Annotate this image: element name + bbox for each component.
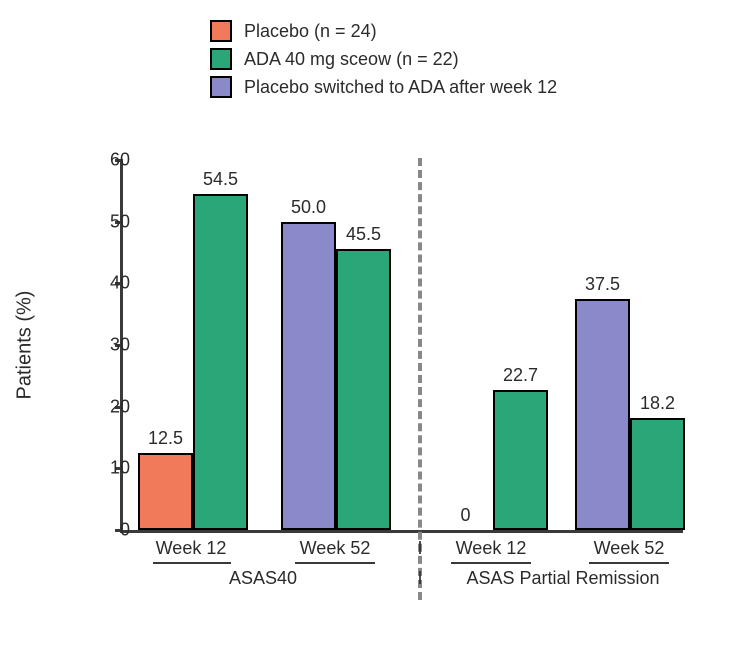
y-tick-label: 60 xyxy=(80,150,130,171)
legend-label: ADA 40 mg sceow (n = 22) xyxy=(244,49,459,70)
legend-label: Placebo (n = 24) xyxy=(244,21,377,42)
legend-swatch xyxy=(210,20,232,42)
bar-value-label: 22.7 xyxy=(503,365,538,386)
y-tick-label: 50 xyxy=(80,211,130,232)
x-group-underline xyxy=(589,562,669,564)
y-tick-label: 40 xyxy=(80,273,130,294)
x-group-label: Week 12 xyxy=(156,538,227,559)
divider-marker: I xyxy=(417,538,422,559)
bar-value-label: 18.2 xyxy=(640,393,675,414)
bar xyxy=(493,390,548,530)
x-group-label: Week 52 xyxy=(594,538,665,559)
bar xyxy=(138,453,193,530)
legend-item: Placebo switched to ADA after week 12 xyxy=(210,76,557,98)
legend-swatch xyxy=(210,76,232,98)
bar-value-label: 12.5 xyxy=(148,428,183,449)
y-tick-label: 30 xyxy=(80,335,130,356)
bar-value-label: 37.5 xyxy=(585,274,620,295)
legend: Placebo (n = 24) ADA 40 mg sceow (n = 22… xyxy=(210,20,557,104)
x-group-label: Week 12 xyxy=(456,538,527,559)
x-section-label: ASAS40 xyxy=(229,568,297,589)
y-tick-label: 10 xyxy=(80,458,130,479)
plot-area: 12.554.550.045.5022.737.518.2Week 12Week… xyxy=(120,160,683,533)
chart-container: Placebo (n = 24) ADA 40 mg sceow (n = 22… xyxy=(0,0,735,648)
y-tick-label: 20 xyxy=(80,396,130,417)
x-group-underline xyxy=(153,562,231,564)
x-group-underline xyxy=(295,562,375,564)
y-tick-label: 0 xyxy=(80,520,130,541)
bar xyxy=(281,222,336,530)
bar xyxy=(575,299,630,530)
x-section-label: ASAS Partial Remission xyxy=(466,568,659,589)
bar-value-label: 50.0 xyxy=(291,197,326,218)
y-axis-title: Patients (%) xyxy=(14,291,37,400)
bar-value-label: 54.5 xyxy=(203,169,238,190)
legend-label: Placebo switched to ADA after week 12 xyxy=(244,77,557,98)
bar xyxy=(630,418,685,530)
divider-marker: I xyxy=(417,568,422,589)
bar-value-label: 0 xyxy=(460,505,470,526)
bar xyxy=(193,194,248,530)
legend-swatch xyxy=(210,48,232,70)
legend-item: ADA 40 mg sceow (n = 22) xyxy=(210,48,557,70)
bar xyxy=(336,249,391,530)
x-group-label: Week 52 xyxy=(300,538,371,559)
bar-value-label: 45.5 xyxy=(346,224,381,245)
x-group-underline xyxy=(451,562,531,564)
legend-item: Placebo (n = 24) xyxy=(210,20,557,42)
section-divider xyxy=(418,158,422,600)
bar-chart: Patients (%) 12.554.550.045.5022.737.518… xyxy=(60,150,700,620)
